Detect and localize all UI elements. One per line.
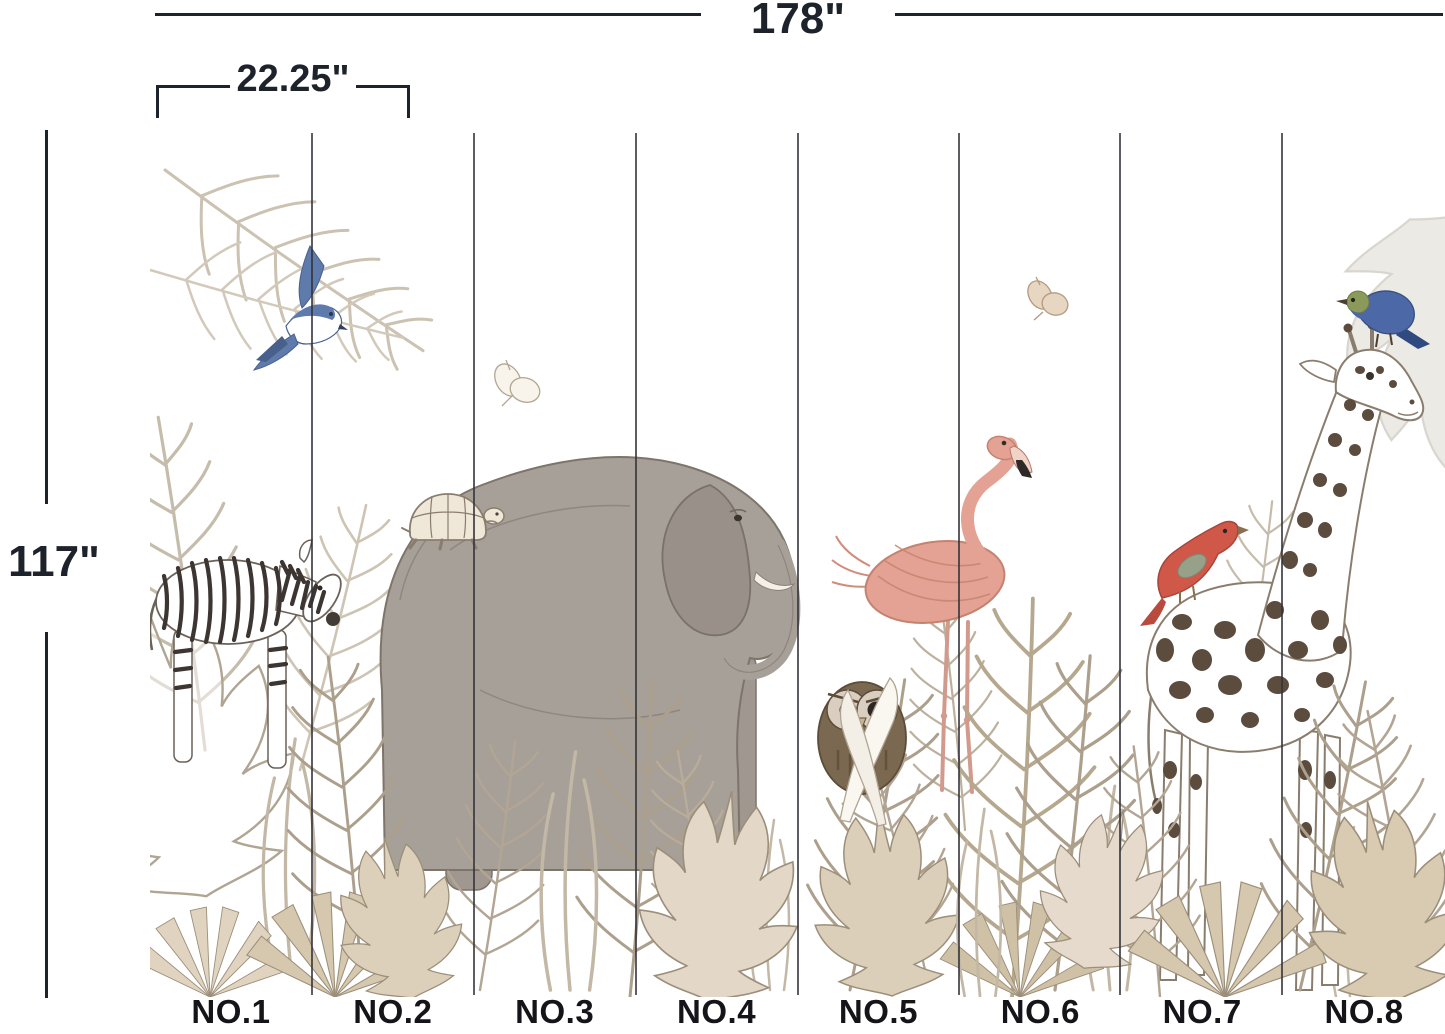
mural-artwork [150, 130, 1445, 997]
panel-label-3: NO.3 [515, 993, 595, 1030]
panel-width-bracket-right [356, 85, 410, 88]
total-height-dim-label: 117" [8, 537, 100, 586]
red-bird-figure [1140, 520, 1249, 626]
panel-width-tick-left [156, 85, 159, 118]
panel-label-2: NO.2 [353, 993, 433, 1030]
owl-front-leaves [539, 676, 1445, 997]
panel-label-7: NO.7 [1162, 993, 1242, 1030]
panel-divider-lines [311, 133, 1283, 995]
panel-width-bracket-left [156, 85, 230, 88]
flamingo-figure [831, 435, 1033, 794]
blue-bird-figure [1336, 290, 1430, 349]
panel-label-row: NO.1 NO.2 NO.3 NO.4 NO.5 NO.6 NO.7 NO.8 [150, 993, 1445, 1034]
panel-label-6: NO.6 [1000, 993, 1080, 1030]
giraffe-figure [1146, 320, 1425, 991]
panel-width-tick-right [407, 85, 410, 118]
panel-label-4: NO.4 [677, 993, 757, 1030]
total-width-dim-line-left [155, 13, 701, 16]
panel-label-5: NO.5 [838, 993, 918, 1030]
panel-width-dim-label: 22.25" [236, 58, 350, 100]
total-width-dim-line-right [895, 13, 1443, 16]
total-height-dim-line-bottom [45, 632, 48, 998]
zebra-figure [150, 539, 342, 769]
total-width-dim-label: 178" [750, 0, 846, 43]
beige-butterfly-figure [1027, 276, 1069, 321]
total-height-dim-line-top [45, 130, 48, 504]
turtle-figure [401, 493, 505, 551]
sketch-butterfly-figure [494, 359, 541, 407]
panel-label-8: NO.8 [1324, 993, 1404, 1030]
panel-label-1: NO.1 [191, 993, 271, 1030]
